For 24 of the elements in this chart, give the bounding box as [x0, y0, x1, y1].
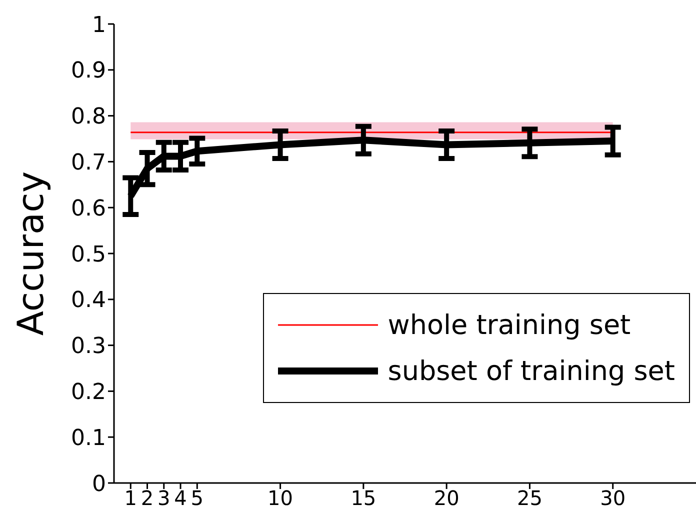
y-tick-label: 0.2 — [71, 380, 106, 406]
y-axis-title: Accuracy — [10, 171, 52, 336]
legend-label: whole training set — [388, 310, 631, 340]
y-tick-label: 0.7 — [71, 150, 106, 176]
y-tick-label: 0.9 — [71, 58, 106, 84]
y-tick-label: 0.8 — [71, 104, 106, 130]
y-tick-label: 0 — [92, 472, 106, 497]
x-tick-label: 10 — [268, 486, 294, 510]
x-tick-label: 30 — [600, 486, 626, 510]
y-tick-label: 0.4 — [71, 288, 106, 314]
y-tick-label: 1 — [92, 12, 106, 38]
y-tick-label: 0.3 — [71, 334, 106, 360]
y-tick-label: 0.5 — [71, 242, 106, 268]
x-tick-label: 1 — [124, 486, 137, 510]
x-tick-label: 5 — [190, 486, 204, 510]
y-tick-label: 0.6 — [71, 196, 106, 222]
legend-label: subset of training set — [388, 356, 675, 386]
y-tick-label: 0.1 — [71, 426, 106, 451]
x-tick-label: 20 — [434, 486, 460, 510]
x-tick-label: 4 — [174, 486, 187, 510]
x-tick-label: 3 — [158, 486, 170, 510]
x-tick-label: 2 — [140, 486, 154, 510]
x-tick-label: 15 — [350, 486, 376, 510]
x-tick-label: 25 — [516, 486, 542, 510]
